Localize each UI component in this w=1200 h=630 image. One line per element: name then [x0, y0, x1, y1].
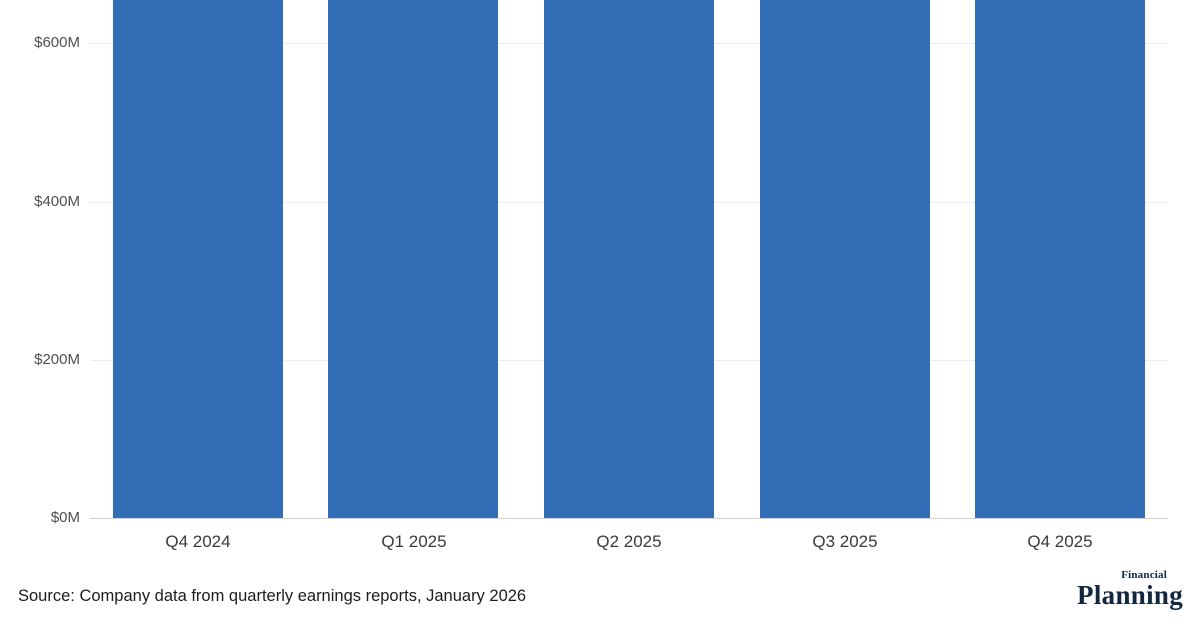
y-axis-tick-label: $200M [34, 351, 80, 368]
x-axis-label: Q3 2025 [812, 532, 878, 551]
financial-planning-logo: Financial Planning [1077, 570, 1183, 609]
x-axis-label: Q4 2024 [165, 532, 231, 551]
source-note: Source: Company data from quarterly earn… [18, 587, 527, 605]
y-axis-tick-label: $400M [34, 193, 80, 210]
bar-q4-2025[interactable] [975, 0, 1145, 518]
bar-q3-2025[interactable] [760, 0, 930, 518]
logo-word-planning: Planning [1077, 580, 1183, 610]
logo-word-financial: Financial [1121, 569, 1167, 581]
x-axis-label: Q2 2025 [596, 532, 662, 551]
bar-q4-2024[interactable] [113, 0, 283, 518]
y-axis-tick-label: $600M [34, 34, 80, 51]
bar-q1-2025[interactable] [328, 0, 498, 518]
y-axis-tick-label: $0M [50, 509, 80, 526]
bar-q2-2025[interactable] [544, 0, 714, 518]
x-axis-label: Q4 2025 [1027, 532, 1093, 551]
x-axis-line [90, 518, 1168, 519]
x-axis-label: Q1 2025 [381, 532, 447, 551]
